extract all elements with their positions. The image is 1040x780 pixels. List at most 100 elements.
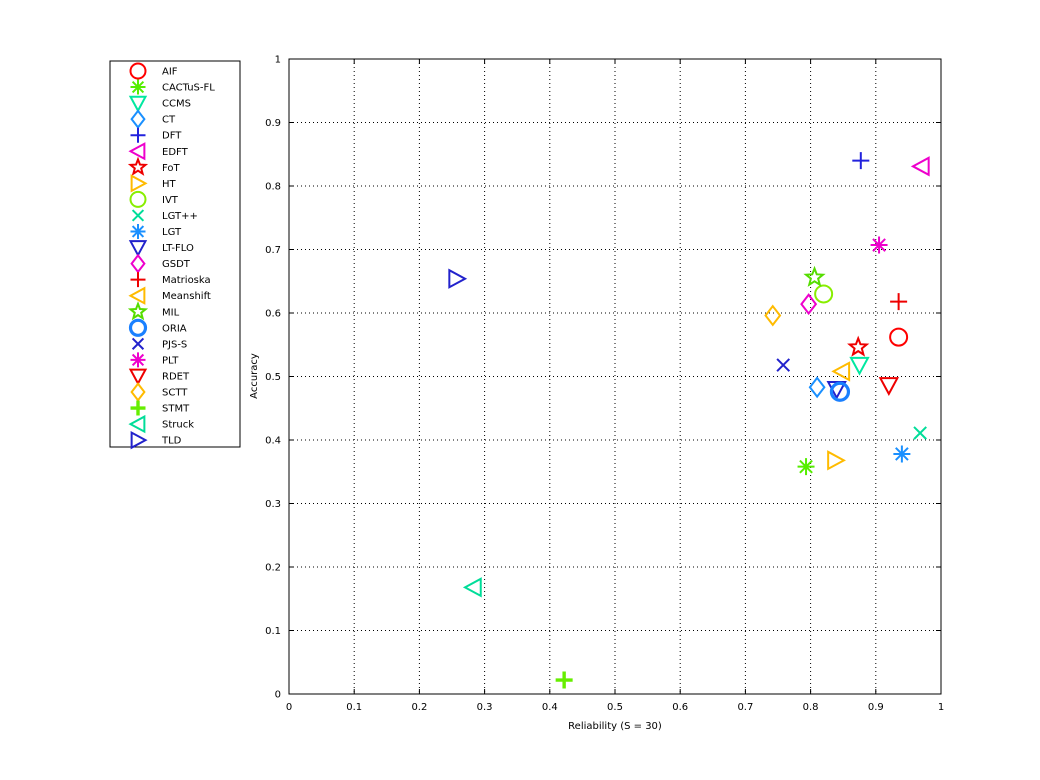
point-mil xyxy=(803,265,826,287)
legend-marker-rdet xyxy=(128,368,148,386)
y-tick-label: 0.4 xyxy=(265,436,281,447)
y-tick-label: 0.9 xyxy=(265,118,281,129)
x-tick-label: 0.2 xyxy=(411,702,427,713)
point-ht xyxy=(827,450,846,471)
grid xyxy=(289,59,941,694)
legend-marker-ht xyxy=(130,174,148,193)
legend-marker-matrioska xyxy=(130,272,146,288)
legend-label-fot: FoT xyxy=(162,163,181,174)
legend-label-pjs-s: PJS-S xyxy=(162,339,187,350)
x-tick-label: 1 xyxy=(938,702,944,713)
y-tick-label: 0.1 xyxy=(265,626,281,637)
legend-label-lgt: LGT xyxy=(162,227,182,238)
legend-marker-ccms xyxy=(128,95,148,113)
legend-marker-dft xyxy=(130,127,146,143)
legend-marker-oria xyxy=(128,318,148,337)
point-ccms xyxy=(849,356,870,376)
legend-marker-gsdt xyxy=(130,253,146,274)
axis-ticks: 0 0.1 0.2 0.3 0.4 0.5 0.6 0.7 0.8 0.9 1 0 0.1 0.2 0.3 0… xyxy=(265,55,944,714)
point-pjs-s xyxy=(776,358,791,372)
legend-label-ct: CT xyxy=(162,115,176,126)
legend-label-gsdt: GSDT xyxy=(162,259,191,270)
point-rdet xyxy=(878,377,900,396)
y-tick-label: 0.2 xyxy=(265,563,281,574)
point-lgt xyxy=(913,426,927,440)
y-axis-title: Accuracy xyxy=(249,353,260,399)
x-tick-label: 0.8 xyxy=(803,702,819,713)
x-tick-label: 0.5 xyxy=(607,702,623,713)
point-stmt xyxy=(555,671,573,689)
legend-label-struck: Struck xyxy=(162,420,194,431)
y-tick-label: 0.5 xyxy=(265,372,281,383)
legend-marker-plt xyxy=(130,352,146,368)
point-edft xyxy=(910,156,930,177)
legend-label-meanshift: Meanshift xyxy=(162,291,211,302)
legend-label-plt: PLT xyxy=(162,355,179,366)
data-points xyxy=(448,152,930,689)
y-tick-label: 0.7 xyxy=(265,245,281,256)
x-axis-title: Reliability (S = 30) xyxy=(568,721,662,732)
legend-marker-edft xyxy=(128,142,146,161)
point-plt xyxy=(870,236,888,254)
legend-label-sctt: SCTT xyxy=(162,388,188,399)
y-tick-label: 1 xyxy=(275,55,281,66)
point-struck xyxy=(462,577,482,598)
legend-marker-sctt xyxy=(130,382,146,402)
legend-label-edft: EDFT xyxy=(162,147,189,158)
legend: AIF CACTuS-FL CCMS CT DFT EDFT FoT HT IVT LGT++ LG… xyxy=(109,60,241,450)
legend-marker-lt-flo xyxy=(128,240,148,258)
legend-items: AIF CACTuS-FL CCMS CT DFT EDFT FoT HT IVT LGT++ LG… xyxy=(127,62,215,450)
legend-label-lt-flo: LT-FLO xyxy=(162,243,194,254)
point-matrioska xyxy=(890,293,908,311)
legend-marker-cactus-fl xyxy=(130,79,146,95)
point-lgt xyxy=(893,445,911,463)
point-fot xyxy=(847,335,870,357)
point-cactus-fl xyxy=(797,458,815,476)
legend-label-lgt: LGT++ xyxy=(162,211,198,222)
legend-label-ivt: IVT xyxy=(162,195,179,206)
x-tick-label: 0.6 xyxy=(672,702,688,713)
point-tld xyxy=(448,268,468,289)
legend-box xyxy=(109,60,241,448)
legend-marker-ivt xyxy=(129,190,147,208)
point-ivt xyxy=(814,284,834,304)
x-tick-label: 0 xyxy=(286,702,292,713)
y-tick-label: 0.3 xyxy=(265,499,281,510)
x-tick-label: 0.3 xyxy=(477,702,493,713)
legend-marker-meanshift xyxy=(128,286,146,305)
legend-marker-mil xyxy=(127,301,149,321)
legend-label-aif: AIF xyxy=(162,67,178,78)
legend-label-ccms: CCMS xyxy=(162,99,191,110)
point-meanshift xyxy=(831,361,851,382)
legend-label-tld: TLD xyxy=(161,436,182,447)
point-dft xyxy=(852,152,870,170)
y-tick-label: 0.6 xyxy=(265,309,281,320)
legend-label-ht: HT xyxy=(162,179,177,190)
point-oria xyxy=(829,381,851,402)
point-ct xyxy=(808,376,826,399)
legend-label-cactus-fl: CACTuS-FL xyxy=(162,83,215,94)
legend-marker-lgt xyxy=(131,209,145,222)
legend-label-oria: ORIA xyxy=(162,323,187,334)
legend-label-dft: DFT xyxy=(162,131,182,142)
legend-label-rdet: RDET xyxy=(162,371,190,382)
legend-label-stmt: STMT xyxy=(162,404,190,415)
legend-marker-fot xyxy=(127,156,149,176)
y-tick-label: 0 xyxy=(275,690,281,701)
x-tick-label: 0.7 xyxy=(737,702,753,713)
legend-marker-ct xyxy=(130,109,146,130)
legend-label-matrioska: Matrioska xyxy=(162,275,211,286)
point-sctt xyxy=(764,304,782,327)
point-gsdt xyxy=(800,293,818,316)
legend-marker-stmt xyxy=(130,400,146,416)
legend-marker-aif xyxy=(129,62,147,80)
x-tick-label: 0.1 xyxy=(346,702,362,713)
legend-label-mil: MIL xyxy=(162,307,180,318)
legend-marker-struck xyxy=(128,414,146,434)
legend-marker-tld xyxy=(130,430,148,450)
y-tick-label: 0.8 xyxy=(265,182,281,193)
x-tick-label: 0.9 xyxy=(868,702,884,713)
point-aif xyxy=(889,327,909,347)
legend-marker-lgt xyxy=(130,224,146,239)
